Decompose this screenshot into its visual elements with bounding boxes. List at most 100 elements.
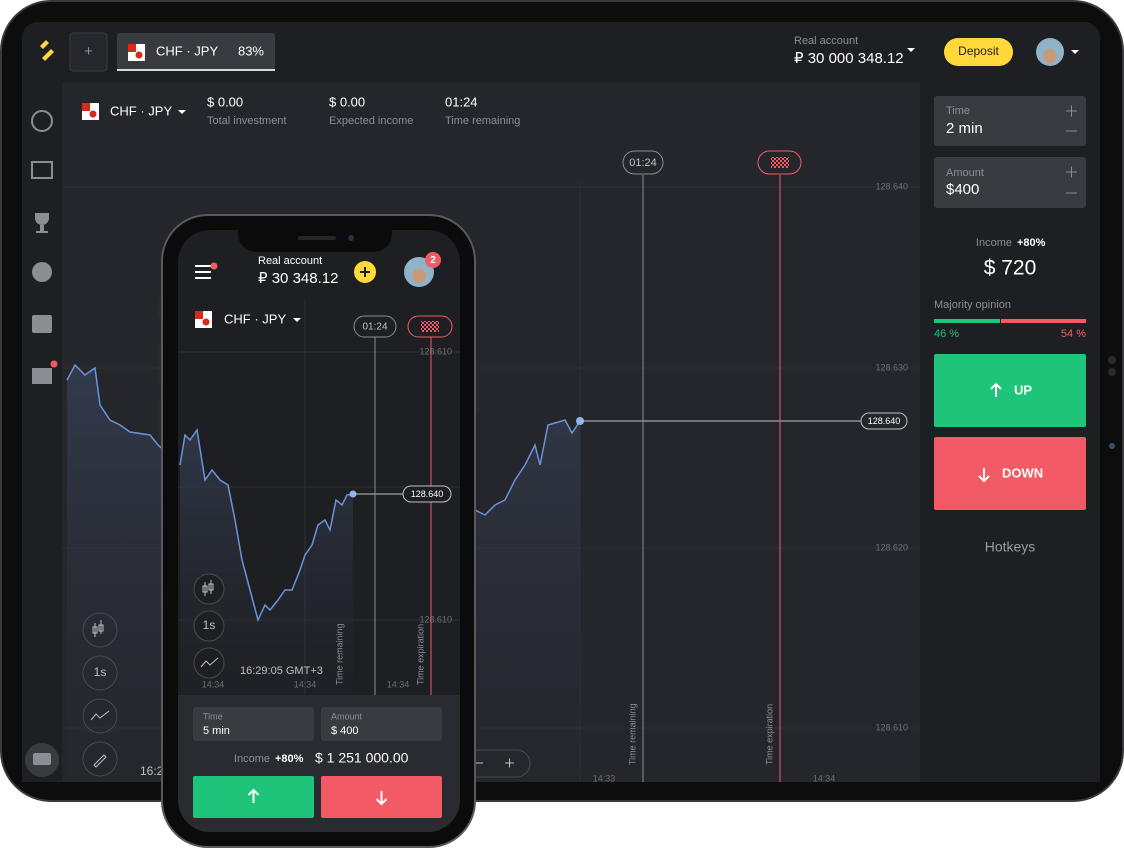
up-arrow: [247, 788, 260, 803]
flag: [89, 110, 97, 118]
stepper[interactable]: [1066, 105, 1077, 132]
notification-dot: [50, 360, 58, 368]
sidebar-icon-calendar[interactable]: [32, 315, 52, 333]
income-value: $ 720: [984, 257, 1037, 280]
time-label: 14:34: [294, 679, 317, 689]
time-label: 14:34: [387, 679, 410, 689]
input-value: 5 min: [203, 725, 230, 737]
clock: 16:29:05 GMT+3: [240, 665, 323, 677]
majority-up: 46 %: [934, 328, 959, 340]
stat-label: Time remaining: [445, 115, 520, 127]
zoom-icons: [475, 758, 514, 768]
interval-tool[interactable]: [82, 655, 118, 691]
sidebar-icon-gift[interactable]: [32, 368, 52, 384]
candle-icon: [92, 620, 104, 637]
asset-caret[interactable]: [293, 318, 301, 322]
indicator-icon: [90, 710, 110, 721]
tab-background: [117, 33, 275, 71]
current-price-pill: [860, 412, 908, 430]
top-bar: [22, 22, 1100, 82]
stepper[interactable]: [1066, 166, 1077, 194]
logo[interactable]: [40, 40, 54, 61]
price-level: 128.620: [875, 542, 908, 552]
tab-underline: [117, 69, 275, 71]
amount-input[interactable]: [321, 707, 442, 741]
price-line: [179, 428, 354, 623]
add-icon: +: [84, 43, 93, 60]
deposit-label: Deposit: [958, 44, 999, 58]
avatar-face: [1043, 49, 1057, 63]
asset-selector[interactable]: CHF · JPY: [110, 103, 172, 118]
account-balance[interactable]: ₽ 30 000 348.12: [794, 50, 904, 67]
up-arrow: [990, 382, 1002, 397]
input-label: Time: [203, 711, 223, 721]
majority-down-bar: [1001, 319, 1086, 323]
tab-payout: 83%: [238, 43, 264, 58]
current-price: 128.640: [868, 416, 901, 426]
input-label: Amount: [331, 711, 363, 721]
asset-selector[interactable]: CHF · JPY: [224, 311, 286, 326]
deposit-button[interactable]: [944, 38, 1013, 66]
flag: [128, 44, 136, 52]
sidebar-icon-chart[interactable]: [31, 161, 53, 179]
time-input[interactable]: [193, 707, 314, 741]
account-caret[interactable]: [907, 48, 915, 52]
clock: 16:2: [140, 764, 164, 778]
hotkeys-link[interactable]: Hotkeys: [985, 539, 1036, 555]
stat-label: Total investment: [207, 115, 286, 127]
indicator-icon: [200, 657, 219, 668]
deposit-icon: [360, 267, 370, 277]
price-level: 128.610: [419, 346, 452, 356]
time-input[interactable]: [934, 96, 1086, 146]
badge-count: 2: [430, 255, 436, 266]
finish-flag: [771, 157, 789, 168]
time-label: 14:33: [593, 773, 616, 783]
income-value: $ 1 251 000.00: [315, 750, 409, 766]
menu-button[interactable]: [195, 265, 211, 279]
add-tab-button[interactable]: [69, 32, 108, 72]
stat-label: Expected income: [329, 115, 413, 127]
interval-label: 1s: [94, 665, 107, 679]
input-label: Amount: [946, 167, 984, 179]
price-level: 128.630: [875, 362, 908, 372]
income-label: Income: [976, 237, 1012, 249]
vertical-label: Time expiration: [415, 624, 425, 685]
sidebar-icon-promo[interactable]: [32, 262, 52, 282]
sidebar-icon-trade[interactable]: [31, 110, 53, 132]
stat-value: $ 0.00: [207, 94, 243, 109]
down-button[interactable]: [934, 437, 1086, 510]
account-balance[interactable]: ₽ 30 348.12: [258, 270, 338, 287]
indicator-tool[interactable]: [193, 647, 225, 679]
candle-tool[interactable]: [82, 612, 118, 648]
price-level: 128.610: [875, 722, 908, 732]
up-button[interactable]: [934, 354, 1086, 427]
interval-tool[interactable]: [193, 610, 225, 642]
up-label: UP: [1014, 382, 1032, 397]
draw-tool[interactable]: [82, 741, 118, 777]
sidebar-icon-trophy[interactable]: [35, 213, 49, 233]
asset-caret[interactable]: [178, 110, 186, 114]
notification-dot: [210, 262, 218, 270]
tablet-sensor: [1108, 356, 1116, 364]
flag: [202, 318, 210, 326]
timer: 01:24: [362, 322, 387, 333]
price-level: 128.640: [875, 181, 908, 191]
flag: [135, 51, 143, 59]
avatar-caret[interactable]: [1071, 50, 1079, 54]
price-line: [66, 363, 167, 453]
income-percent: +80%: [275, 753, 304, 765]
income-label: Income: [234, 753, 270, 765]
amount-input[interactable]: [934, 157, 1086, 208]
account-label: Real account: [258, 255, 322, 267]
stat-value: $ 0.00: [329, 94, 365, 109]
timer-pill: [622, 150, 664, 175]
indicator-tool[interactable]: [82, 698, 118, 734]
input-value: 2 min: [946, 120, 983, 137]
current-price: 128.640: [411, 489, 444, 499]
phone: Real account ₽ 30 348.12 2 CHF · JPY 128…: [158, 214, 479, 848]
front-camera: [348, 235, 354, 241]
candle-icon: [202, 580, 214, 596]
asset-tab[interactable]: CHF · JPY 83%: [117, 33, 275, 71]
pencil-icon: [93, 754, 107, 768]
